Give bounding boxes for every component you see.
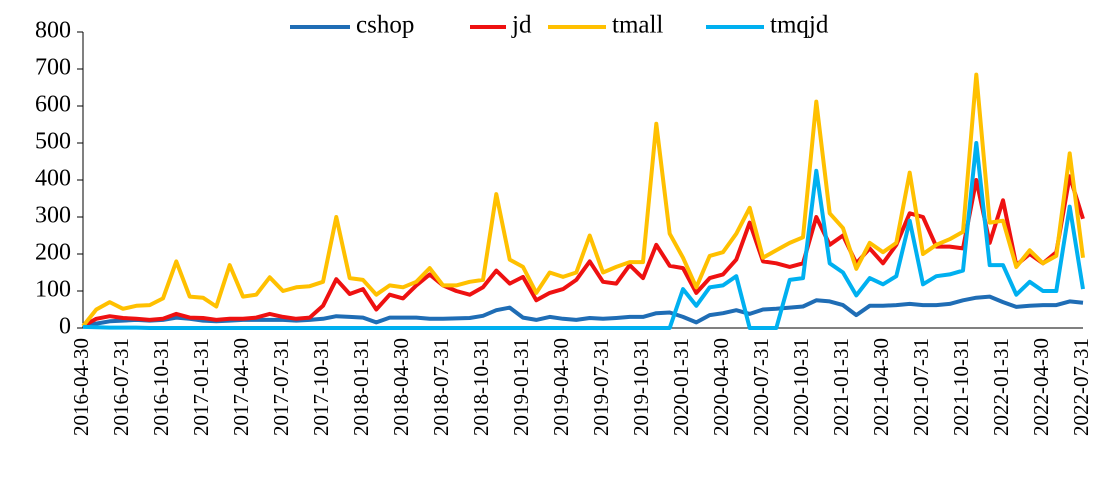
series-line	[82, 294, 1084, 329]
x-tick-label: 2019-04-30	[549, 338, 573, 436]
x-tick-label: 2020-10-31	[789, 338, 813, 436]
x-tick-label: 2020-04-30	[709, 338, 733, 436]
x-tick-label: 2022-07-31	[1069, 338, 1093, 436]
y-tick-label: 500	[35, 129, 71, 155]
x-tick-label: 2021-04-30	[869, 338, 893, 436]
x-tick-label: 2021-01-31	[829, 338, 853, 436]
series-line	[82, 141, 1085, 330]
x-tick-label: 2017-04-30	[229, 338, 253, 436]
x-tick-label: 2020-01-31	[669, 338, 693, 436]
x-tick-label: 2016-10-31	[149, 338, 173, 436]
x-tick-label: 2018-10-31	[469, 338, 493, 436]
x-tick-label: 2017-07-31	[269, 338, 293, 436]
x-tick-label: 2018-04-30	[389, 338, 413, 436]
y-tick-label: 600	[35, 92, 71, 118]
x-tick-label: 2019-01-31	[509, 338, 533, 436]
x-tick-label: 2021-07-31	[909, 338, 933, 436]
x-tick-label: 2019-10-31	[629, 338, 653, 436]
x-tick-label: 2017-10-31	[309, 338, 333, 436]
series-line	[81, 72, 1085, 328]
legend-label: tmqjd	[770, 12, 829, 39]
y-tick-label: 100	[35, 277, 71, 303]
x-tick-label: 2016-04-30	[69, 338, 93, 436]
y-tick-label: 200	[35, 240, 71, 266]
x-tick-label: 2021-10-31	[949, 338, 973, 436]
y-tick-label: 0	[59, 314, 71, 340]
x-tick-label: 2019-07-31	[589, 338, 613, 436]
x-tick-label: 2016-07-31	[109, 338, 133, 436]
x-tick-label: 2022-04-30	[1029, 338, 1053, 436]
legend-label: cshop	[356, 12, 414, 39]
x-tick-label: 2017-01-31	[189, 338, 213, 436]
y-tick-label: 400	[35, 166, 71, 192]
y-tick-label: 800	[35, 18, 71, 44]
x-tick-label: 2018-07-31	[429, 338, 453, 436]
y-tick-label: 700	[35, 55, 71, 81]
x-tick-label: 2020-07-31	[749, 338, 773, 436]
x-tick-label: 2022-01-31	[989, 338, 1013, 436]
x-tick-label: 2018-01-31	[349, 338, 373, 436]
legend-label: jd	[511, 12, 532, 39]
legend-label: tmall	[612, 12, 663, 39]
y-tick-label: 300	[35, 203, 71, 229]
